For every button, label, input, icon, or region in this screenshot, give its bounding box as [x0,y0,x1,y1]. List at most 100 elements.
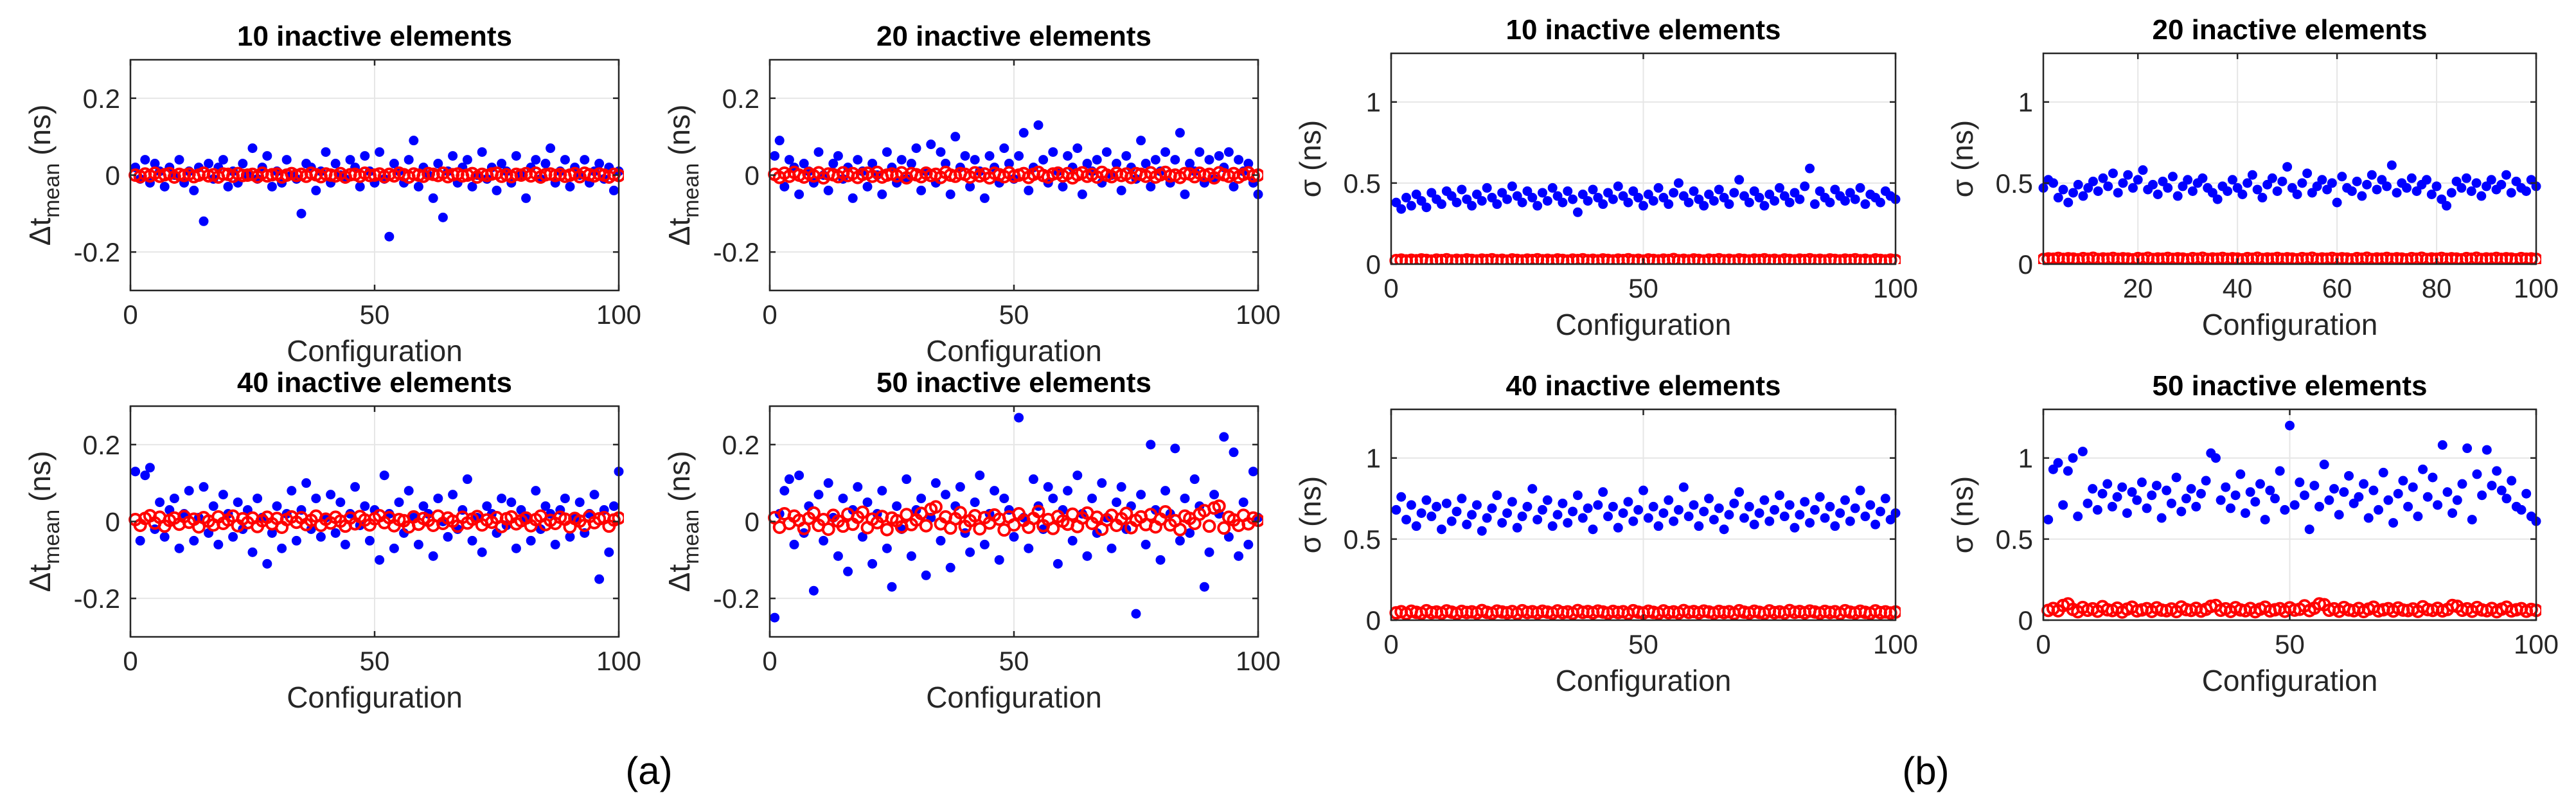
blue-data-point [2431,181,2442,192]
x-tick-label: 80 [2422,273,2452,303]
blue-data-point [2171,472,2181,483]
blue-data-point [2210,453,2221,463]
blue-data-point [794,470,804,481]
blue-data-point [1739,191,1749,201]
blue-data-point [1825,501,1835,512]
blue-data-point [1497,188,1507,198]
blue-data-point [2408,482,2418,492]
blue-data-point [2337,172,2347,182]
blue-data-point [1608,194,1618,204]
blue-data-point [315,531,326,542]
blue-data-point [906,159,916,169]
blue-data-point [2181,494,2191,504]
blue-data-point [262,558,272,569]
series-group [2041,420,2541,619]
blue-data-point [311,494,321,504]
blue-data-point [2309,481,2320,491]
blue-data-point [1101,147,1112,157]
blue-data-point [169,494,179,504]
x-tick-label: 50 [999,299,1029,330]
y-tick-label: 0.2 [83,430,120,460]
blue-data-point [413,181,423,192]
blue-data-point [1204,547,1214,557]
y-tick-label: 1 [1366,87,1381,118]
blue-data-point [375,147,385,157]
blue-data-point [1734,487,1745,497]
blue-data-point [238,159,248,169]
blue-data-point [941,159,951,169]
blue-data-point [2053,458,2063,468]
blue-data-point [301,478,312,488]
blue-data-point [1764,516,1775,526]
blue-data-point [2117,482,2127,492]
blue-data-point [1759,495,1770,505]
blue-data-point [2392,188,2402,198]
series-red [129,166,624,184]
blue-data-point [208,501,218,512]
blue-data-point [448,151,458,161]
blue-data-point [296,208,306,218]
blue-data-point [2359,479,2369,489]
blue-data-point [2118,178,2128,188]
blue-data-point [2221,482,2231,492]
subplots: 0 50 100-0.200.210 inactive elementsConfig… [23,14,2559,714]
blue-data-point [1401,193,1412,203]
blue-data-point [2123,170,2133,180]
blue-data-point [1426,512,1437,522]
blue-data-point [1009,531,1019,542]
blue-data-point [277,543,287,553]
x-tick-label: 50 [1628,273,1658,303]
blue-data-point [477,147,487,157]
x-tick-label: 0 [762,299,777,330]
red-data-point [919,519,933,533]
blue-data-point [2068,453,2078,463]
blue-data-point [2267,173,2277,183]
blue-data-point [608,501,619,512]
blue-data-point [511,151,521,161]
blue-data-point [867,558,878,569]
blue-data-point [1063,486,1073,496]
blue-data-point [2367,170,2377,180]
blue-data-point [945,189,955,199]
y-axis-label-symbol: Δt [662,218,696,246]
blue-data-point [1593,193,1603,203]
blue-data-point [2422,175,2432,185]
blue-data-point [2501,494,2512,504]
x-axis-label: Configuration [1556,664,1732,697]
blue-data-point [155,497,165,508]
blue-data-point [1426,188,1437,198]
y-axis-label-unit: (ns) [662,105,696,156]
blue-data-point [2108,168,2118,179]
blue-data-point [2393,488,2403,499]
blue-data-point [1744,501,1754,512]
y-tick-label: 0 [2018,605,2033,636]
y-axis-label: σ (ns) [1293,120,1327,197]
subplot-title: 10 inactive elements [1506,14,1781,46]
blue-data-point [1850,194,1860,204]
blue-data-point [2418,464,2428,474]
series-group [768,120,1263,203]
blue-data-point [2093,186,2103,196]
blue-data-point [1618,191,1628,201]
blue-data-point [428,551,438,561]
blue-data-point [823,185,833,195]
blue-data-point [1411,190,1421,200]
blue-data-point [1800,181,1810,192]
red-data-point [1212,499,1226,513]
blue-data-point [1558,498,1568,508]
blue-data-point [1694,521,1704,531]
blue-data-point [1855,183,1865,193]
blue-data-point [1754,193,1764,203]
blue-data-point [1583,196,1593,206]
blue-data-point [1462,519,1472,530]
blue-data-point [1223,531,1234,542]
blue-data-point [413,539,423,549]
blue-data-point [1845,188,1855,198]
blue-data-point [1809,504,1820,515]
blue-data-point [1709,515,1719,525]
blue-data-point [1421,495,1432,505]
blue-data-point [813,490,824,500]
blue-data-point [916,494,927,504]
blue-data-point [882,543,892,553]
blue-data-point [823,478,833,488]
